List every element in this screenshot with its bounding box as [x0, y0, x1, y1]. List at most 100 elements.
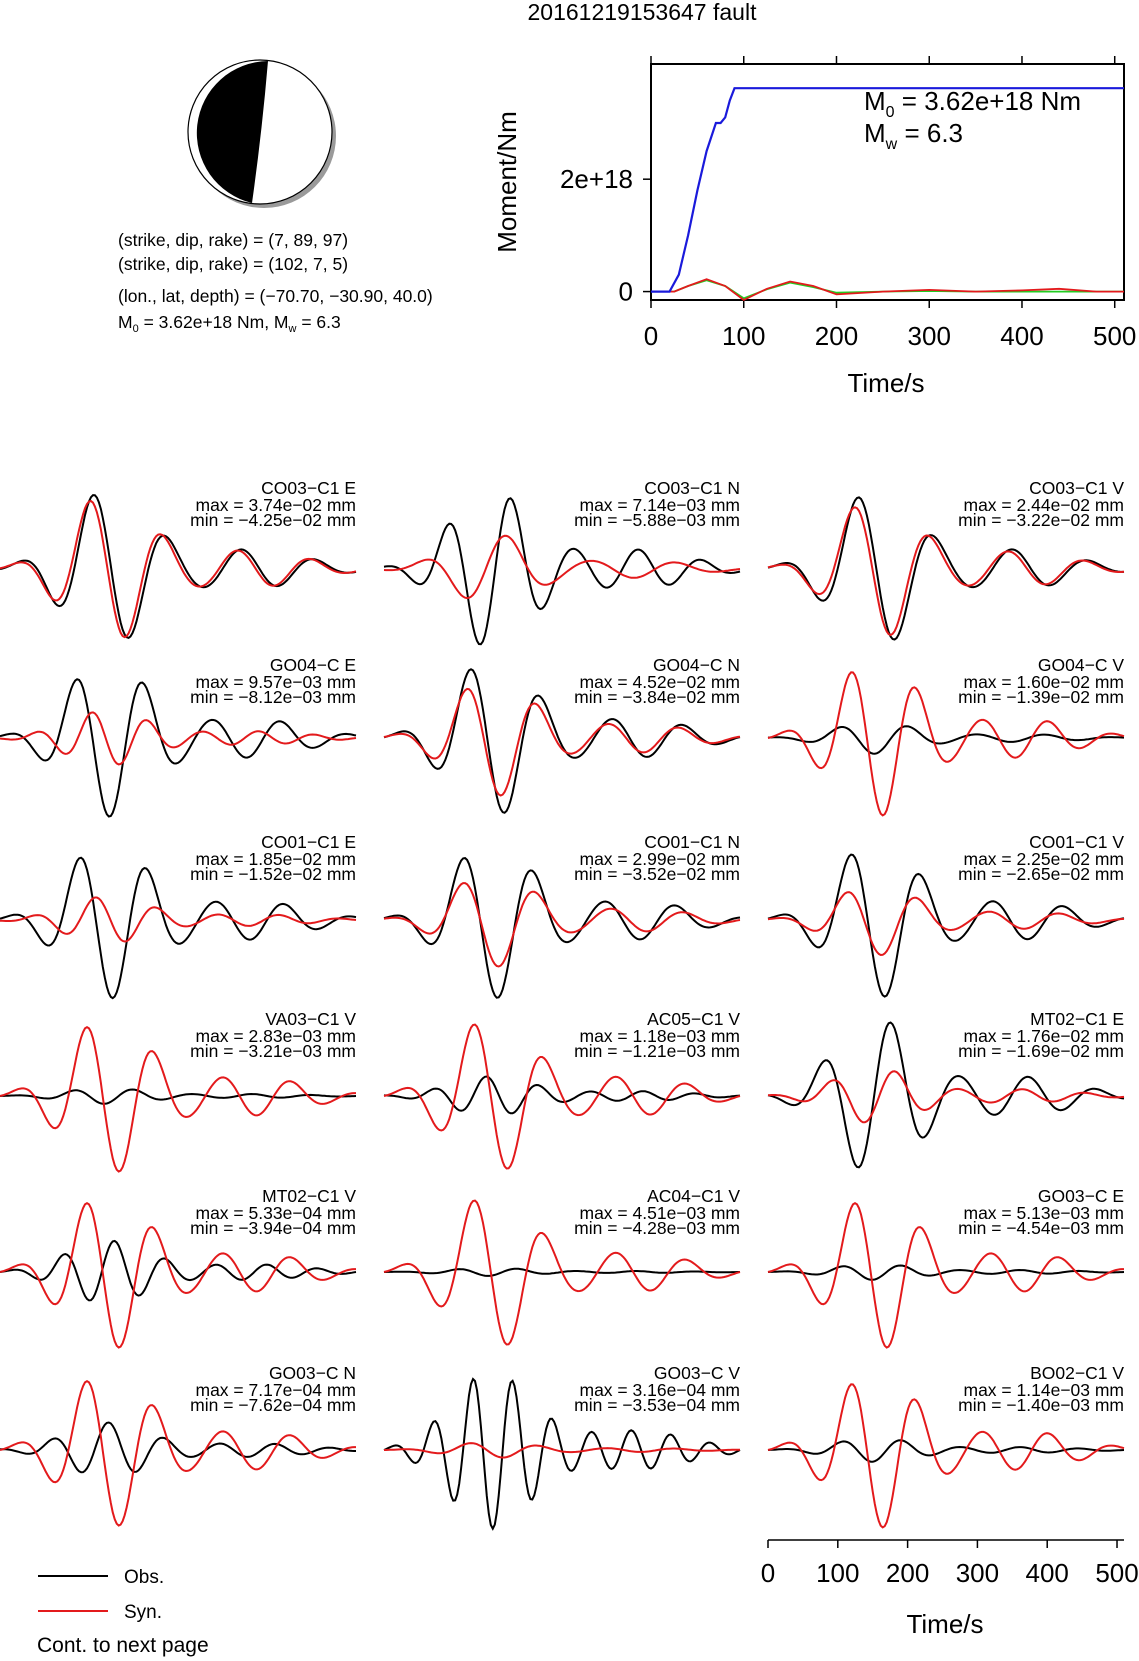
- synthetic-trace: [383, 687, 741, 797]
- moment-xtick-label: 200: [815, 321, 858, 351]
- station-max: max = 4.51e−03 mm: [580, 1203, 741, 1223]
- observed-trace: [767, 1021, 1125, 1169]
- synthetic-trace: [767, 671, 1125, 817]
- station-max: max = 1.85e−02 mm: [196, 849, 357, 869]
- station-label: AC05−C1 V: [647, 1009, 740, 1029]
- time-axis-tick-label: 100: [816, 1558, 859, 1588]
- synthetic-trace: [384, 1442, 740, 1459]
- synthetic-trace: [0, 500, 357, 639]
- station-label: VA03−C1 V: [265, 1009, 356, 1029]
- moment-m0-annotation: M0 = 3.62e+18 Nm: [864, 86, 1081, 121]
- station-label: CO03−C1 V: [1029, 478, 1124, 498]
- mechanism-line-3: (lon., lat, depth) = (−70.70, −30.90, 40…: [118, 286, 433, 306]
- waveform-time-axis: 0 100 200 300 400 500 Time/s: [761, 1539, 1139, 1639]
- station-min: min = −4.28e−03 mm: [574, 1218, 740, 1238]
- station-label: GO04−C E: [270, 655, 356, 675]
- figure-title: 20161219153647 fault: [528, 0, 758, 25]
- moment-xtick-label: 400: [1000, 321, 1043, 351]
- station-min: min = −4.54e−03 mm: [958, 1218, 1124, 1238]
- station-max: max = 4.52e−02 mm: [580, 672, 741, 692]
- observed-trace: [767, 1439, 1125, 1463]
- time-axis-tick-label: 500: [1095, 1558, 1138, 1588]
- station-min: min = −3.94e−04 mm: [190, 1218, 356, 1238]
- observed-trace: [0, 1239, 357, 1302]
- synthetic-trace: [383, 882, 741, 968]
- footer-note: Cont. to next page: [37, 1634, 209, 1657]
- station-max: max = 3.16e−04 mm: [580, 1380, 741, 1400]
- legend-syn-label: Syn.: [124, 1602, 162, 1623]
- station-min: min = −1.39e−02 mm: [958, 687, 1124, 707]
- station-label: CO01−C1 N: [644, 832, 740, 852]
- station-label: GO03−C N: [269, 1363, 356, 1383]
- synthetic-trace: [767, 1383, 1125, 1529]
- station-min: min = −2.65e−02 mm: [958, 864, 1124, 884]
- station-label: AC04−C1 V: [647, 1186, 740, 1206]
- station-max: max = 2.44e−02 mm: [964, 495, 1125, 515]
- observed-trace: [383, 668, 741, 814]
- observed-trace: [383, 1377, 741, 1531]
- observed-trace: [767, 1264, 1125, 1281]
- moment-red-curve: [651, 278, 1124, 302]
- mechanism-line-2: (strike, dip, rake) = (102, 7, 5): [118, 254, 348, 274]
- observed-trace: [0, 856, 357, 1000]
- observed-trace: [0, 678, 357, 818]
- station-min: min = −8.12e−03 mm: [190, 687, 356, 707]
- station-max: max = 7.17e−04 mm: [196, 1380, 357, 1400]
- moment-xtick-label: 100: [722, 321, 765, 351]
- station-label: GO04−C V: [1038, 655, 1124, 675]
- cumulative-moment-curve: [651, 87, 1124, 293]
- moment-plot-frame: [650, 63, 1125, 301]
- legend-obs-label: Obs.: [124, 1567, 164, 1588]
- moment-ylabel: Moment/Nm: [492, 111, 522, 253]
- moment-ytick-label: 0: [619, 277, 633, 307]
- time-axis-label: Time/s: [906, 1609, 983, 1639]
- station-max: max = 1.14e−03 mm: [964, 1380, 1125, 1400]
- observed-trace: [0, 1421, 356, 1474]
- station-min: min = −1.40e−03 mm: [958, 1395, 1124, 1415]
- mechanism-line-1: (strike, dip, rake) = (7, 89, 97): [118, 230, 348, 250]
- station-max: max = 2.99e−02 mm: [580, 849, 741, 869]
- synthetic-trace: [0, 1026, 356, 1173]
- station-label: MT02−C1 E: [1030, 1009, 1124, 1029]
- station-max: max = 5.33e−04 mm: [196, 1203, 357, 1223]
- observed-trace: [767, 853, 1125, 998]
- moment-plot: 0 100 200 300 400 500 0 2e+18 M0 = 3.62e+18 Nm…: [492, 56, 1136, 398]
- station-max: max = 9.57e−03 mm: [196, 672, 357, 692]
- observed-trace: [767, 725, 1125, 755]
- moment-ytick-label: 2e+18: [560, 164, 633, 194]
- station-label: GO04−C N: [653, 655, 740, 675]
- observed-trace: [383, 857, 741, 999]
- time-axis-tick-label: 200: [886, 1558, 929, 1588]
- station-label: CO03−C1 E: [261, 478, 356, 498]
- station-max: max = 1.60e−02 mm: [964, 672, 1125, 692]
- station-label: CO01−C1 E: [261, 832, 356, 852]
- station-label: BO02−C1 V: [1030, 1363, 1124, 1383]
- station-min: min = −1.21e−03 mm: [574, 1041, 740, 1061]
- moment-xtick-label: 300: [908, 321, 951, 351]
- synthetic-trace: [383, 1199, 741, 1346]
- station-max: max = 5.13e−03 mm: [964, 1203, 1125, 1223]
- synthetic-trace: [383, 1023, 741, 1170]
- station-min: min = −3.52e−02 mm: [574, 864, 740, 884]
- time-axis-tick-label: 400: [1026, 1558, 1069, 1588]
- synthetic-trace: [0, 896, 357, 943]
- synthetic-trace: [767, 506, 1125, 637]
- moment-xtick-label: 0: [644, 321, 658, 351]
- synthetic-trace: [0, 711, 357, 766]
- legend: Obs. Syn.: [38, 1567, 164, 1623]
- station-min: min = −3.21e−03 mm: [190, 1041, 356, 1061]
- station-label: GO03−C V: [654, 1363, 740, 1383]
